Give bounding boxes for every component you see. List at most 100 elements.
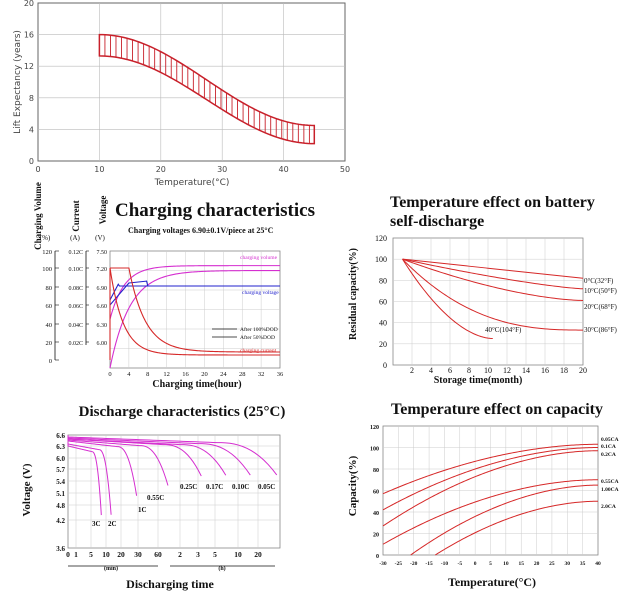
sd-curve-3: [402, 258, 584, 331]
chg-vol-tick: 100: [42, 266, 52, 273]
dc-x-tick-min: 5: [89, 550, 93, 559]
capacity-grid: [383, 426, 598, 555]
selfdis-curves: 0°C(32°F) 10°C(50°F) 20°C(68°F) 30°C(86°F) 4…: [402, 258, 617, 340]
cap-curve-3: [382, 479, 599, 545]
dc-x-tick-h: 10: [234, 550, 242, 559]
sd-y-tick: 40: [379, 319, 387, 328]
life-expectancy-chart: 0 4 8 12 16 20 0 10 20 30 40 50 Lift Expectancy (y…: [13, 0, 350, 188]
cap-y-tick: 0: [376, 554, 379, 560]
cap-series-label: 1.00CA: [601, 487, 619, 493]
sd-x-tick: 6: [448, 366, 452, 375]
charging-title: Charging characteristics: [115, 200, 315, 221]
chg-x-tick: 12: [163, 371, 170, 378]
dc-series-label: 0.10C: [232, 483, 249, 491]
charging-unit-volume: (%): [40, 234, 51, 242]
legend-50-label: After 50%DOD: [240, 334, 275, 341]
cap-x-tick: 40: [595, 561, 601, 567]
sd-series-label: 40°C(104°F): [485, 326, 522, 334]
dc-curve-2: [67, 439, 138, 496]
self-discharge-chart: Temperature effect on battery self-disch…: [348, 194, 617, 386]
sd-series-label: 20°C(68°F): [584, 303, 617, 311]
sd-x-tick: 10: [484, 366, 492, 375]
legend-100-label: After 100%DOD: [240, 326, 278, 333]
sd-y-tick: 100: [375, 255, 387, 264]
sd-y-tick: 20: [379, 340, 387, 349]
capacity-chart: Temperature effect on capacity 0 20 40 60 80…: [347, 401, 619, 589]
capacity-x-label: Temperature(°C): [448, 575, 536, 589]
chg-vol-tick: 0: [49, 358, 52, 365]
dc-y-tick: 3.6: [56, 545, 65, 553]
capacity-title: Temperature effect on capacity: [391, 401, 603, 418]
dc-x-tick-min: 60: [154, 550, 162, 559]
dc-series-label: 0.05C: [258, 483, 275, 491]
dc-series-label: 0.17C: [206, 483, 223, 491]
dc-curve-1: [67, 442, 112, 515]
dc-series-label: 2C: [108, 520, 117, 528]
cap-x-tick: 30: [565, 561, 571, 567]
cap-y-tick: 40: [373, 511, 379, 517]
discharge-axes: 6.6 6.3 6.0 5.7 5.4 5.1 4.8 4.2 3.60 1 5 10 20 30 60 2 3…: [56, 432, 275, 567]
life-y-tick: 16: [24, 31, 34, 40]
chg-volt-tick: 6.30: [97, 323, 108, 329]
chg-x-tick: 28: [239, 371, 246, 378]
chg-vol-tick: 120: [42, 249, 52, 256]
life-x-tick: 50: [340, 165, 350, 174]
dc-y-tick: 6.6: [56, 432, 65, 440]
sd-x-tick: 20: [579, 366, 587, 375]
dc-x-tick-h: 3: [196, 550, 200, 559]
sd-series-label: 10°C(50°F): [584, 287, 617, 295]
sd-x-tick: 14: [522, 366, 530, 375]
discharge-chart: Discharge characteristics (25°C) 6.66.36…: [21, 404, 285, 591]
selfdis-title-1: Temperature effect on battery: [390, 194, 595, 211]
discharge-grid: [68, 435, 280, 548]
chg-vol-tick: 80: [46, 285, 53, 292]
cap-curve-5: [434, 500, 599, 556]
sd-y-tick: 0: [383, 361, 387, 370]
sd-y-tick: 80: [379, 276, 387, 285]
sd-series-label: 0°C(32°F): [584, 277, 614, 285]
sd-y-tick: 120: [375, 234, 387, 243]
discharge-curves: 3C 2C 1C0.55C 0.25C 0.17C 0.10C 0.05C: [67, 435, 278, 528]
cap-y-tick: 80: [373, 468, 379, 474]
chg-current-100dod: [110, 267, 281, 353]
life-plot-frame: [37, 2, 346, 162]
sd-x-tick: 16: [541, 366, 549, 375]
charging-subtitle: Charging voltages 6.90±0.1V/piece at 25°…: [128, 226, 274, 235]
chg-x-tick: 16: [182, 371, 189, 378]
capacity-y-label: Capacity(%): [347, 455, 359, 516]
life-y-tick: 20: [24, 0, 34, 8]
dc-y-tick: 6.3: [56, 443, 65, 451]
life-x-tick: 0: [35, 165, 40, 174]
charging-curves: [109, 265, 281, 369]
dc-x-tick-min: 30: [134, 550, 142, 559]
chg-volt-tick: 7.50: [97, 250, 108, 256]
dc-series-label: 3C: [92, 520, 101, 528]
cap-x-tick: 35: [580, 561, 586, 567]
dc-x-tick-min: 20: [117, 550, 125, 559]
chg-volt-tick: 7.20: [97, 267, 108, 273]
charging-col-voltage: Voltage: [98, 196, 108, 225]
charging-chart: Charging characteristics Charging voltag…: [33, 182, 315, 390]
dc-y-tick: 6.0: [56, 455, 65, 463]
chg-x-tick: 36: [277, 371, 284, 378]
chg-x-tick: 8: [146, 371, 149, 378]
cap-curve-2: [382, 450, 599, 527]
cap-series-label: 0.1CA: [601, 444, 616, 450]
charging-unit-voltage: (V): [95, 234, 105, 242]
sd-y-tick: 60: [379, 298, 387, 307]
dc-x-tick-min: 0: [66, 550, 70, 559]
cap-y-tick: 20: [373, 533, 379, 539]
dc-series-label: 0.55C: [147, 494, 164, 502]
charging-voltage-label: charging voltage: [242, 290, 279, 296]
sd-x-tick: 18: [560, 366, 568, 375]
cap-y-tick: 120: [370, 425, 379, 431]
cap-x-tick: -10: [441, 561, 449, 567]
discharge-x-label: Discharging time: [126, 577, 214, 591]
discharge-unit-min: (min): [104, 565, 118, 572]
life-y-tick: 4: [29, 125, 34, 134]
chg-cur-tick: 0.06C: [68, 304, 83, 310]
chg-cur-tick: 0.10C: [68, 267, 83, 273]
cap-x-tick: -25: [395, 561, 403, 567]
